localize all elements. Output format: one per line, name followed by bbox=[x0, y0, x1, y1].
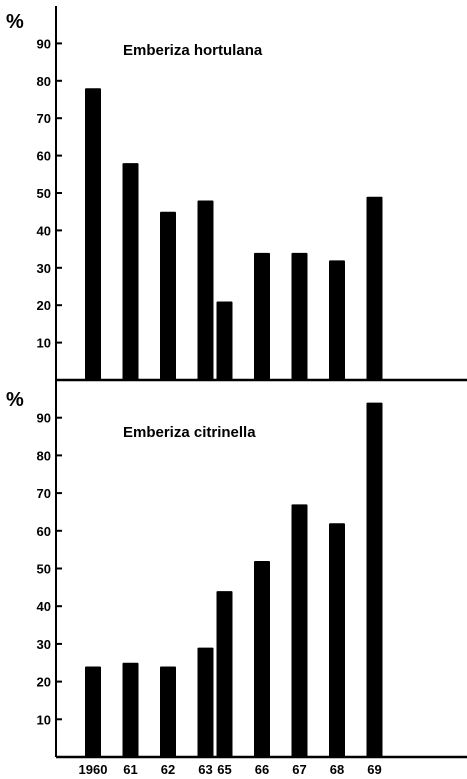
chart-title: Emberiza hortulana bbox=[123, 42, 263, 59]
y-tick-label: 20 bbox=[37, 675, 51, 690]
bar bbox=[122, 163, 139, 380]
bar bbox=[197, 200, 214, 380]
bar bbox=[366, 196, 383, 380]
y-unit-label: % bbox=[6, 389, 24, 411]
bar bbox=[329, 523, 345, 757]
x-tick-label: 68 bbox=[330, 762, 344, 777]
bar bbox=[160, 666, 176, 757]
panel-citrinella: % Emberiza citrinella 10 20 30 40 50 60 70 80 90… bbox=[6, 380, 467, 777]
x-tick-label: 67 bbox=[292, 762, 306, 777]
x-tick-label: 69 bbox=[367, 762, 381, 777]
bar bbox=[366, 402, 383, 757]
bar-group bbox=[85, 88, 383, 380]
y-tick-label: 10 bbox=[37, 336, 51, 351]
y-tick-label: 70 bbox=[37, 111, 51, 126]
y-tick-label: 90 bbox=[37, 36, 51, 51]
y-tick-label: 80 bbox=[37, 448, 51, 463]
x-tick-label: 62 bbox=[161, 762, 175, 777]
x-axis-labels: 1960 61 62 63 65 66 67 68 69 bbox=[79, 762, 382, 777]
bar bbox=[254, 560, 270, 757]
bar bbox=[216, 301, 233, 380]
y-tick-label: 90 bbox=[37, 411, 51, 426]
x-tick-label: 63 bbox=[198, 762, 212, 777]
bar bbox=[85, 88, 101, 380]
bar bbox=[291, 252, 308, 380]
y-axis-ticks: 10 20 30 40 50 60 70 80 90 bbox=[37, 36, 62, 351]
bar bbox=[160, 211, 176, 380]
bar bbox=[85, 666, 101, 757]
y-tick-label: 80 bbox=[37, 74, 51, 89]
y-tick-label: 30 bbox=[37, 637, 51, 652]
bar bbox=[216, 591, 233, 757]
y-unit-label: % bbox=[6, 11, 24, 33]
panel-hortulana: % Emberiza hortulana 10 20 30 40 50 60 70 80 90 bbox=[6, 6, 383, 380]
y-tick-label: 60 bbox=[37, 524, 51, 539]
bar bbox=[254, 252, 270, 380]
x-tick-label: 61 bbox=[123, 762, 137, 777]
y-tick-label: 60 bbox=[37, 149, 51, 164]
bar bbox=[291, 504, 308, 757]
bar bbox=[329, 260, 345, 380]
y-tick-label: 30 bbox=[37, 261, 51, 276]
y-axis-ticks: 10 20 30 40 50 60 70 80 90 bbox=[37, 411, 62, 727]
x-tick-label: 65 bbox=[217, 762, 231, 777]
bar bbox=[197, 647, 214, 757]
bar-group bbox=[85, 402, 383, 757]
y-tick-label: 10 bbox=[37, 712, 51, 727]
y-tick-label: 70 bbox=[37, 486, 51, 501]
y-tick-label: 20 bbox=[37, 298, 51, 313]
y-tick-label: 50 bbox=[37, 562, 51, 577]
chart-title: Emberiza citrinella bbox=[123, 424, 256, 441]
bar bbox=[122, 662, 139, 757]
x-tick-label: 1960 bbox=[79, 762, 108, 777]
x-tick-label: 66 bbox=[255, 762, 269, 777]
y-tick-label: 40 bbox=[37, 223, 51, 238]
y-tick-label: 50 bbox=[37, 186, 51, 201]
y-tick-label: 40 bbox=[37, 599, 51, 614]
